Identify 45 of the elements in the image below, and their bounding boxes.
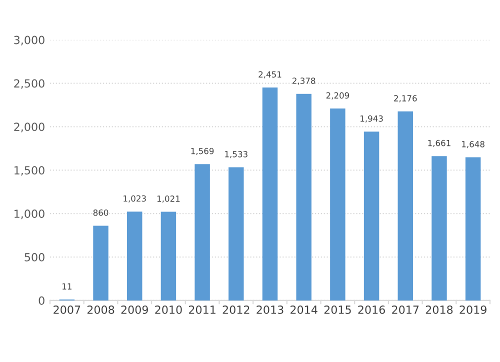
data-label: 1,023: [124, 195, 146, 202]
x-tick-label: 2018: [426, 306, 453, 314]
bar: [160, 212, 176, 300]
y-tick-label: 1,000: [14, 210, 44, 220]
y-tick-label: 500: [24, 252, 44, 262]
bar: [432, 156, 447, 300]
bar: [262, 88, 278, 300]
x-tick-label: 2010: [155, 306, 182, 314]
data-label: 2,451: [258, 71, 282, 78]
y-tick-label: 1,500: [14, 166, 44, 176]
bar: [398, 111, 413, 300]
data-label: 1,569: [191, 148, 214, 156]
x-tick-label: 2015: [324, 306, 351, 314]
y-tick-label: 0: [38, 296, 44, 305]
x-tick-label: 2016: [358, 306, 385, 314]
data-label: 2,378: [292, 78, 316, 85]
bar: [364, 132, 380, 300]
bar: [465, 157, 481, 300]
bar: [296, 94, 312, 300]
x-tick-label: 2013: [256, 306, 284, 314]
bar: [228, 167, 244, 300]
data-label: 11: [62, 283, 72, 290]
y-tick-label: 2,500: [14, 79, 44, 89]
x-tick-label: 2007: [54, 306, 80, 314]
x-tick-label: 2011: [188, 306, 216, 314]
data-label: 1,648: [462, 141, 484, 148]
data-label: 1,943: [360, 115, 383, 123]
data-label: 1,533: [225, 151, 248, 158]
y-tick-label: 3,000: [14, 36, 44, 46]
x-tick-label: 2014: [290, 306, 318, 314]
x-tick-label: 2009: [121, 306, 148, 314]
data-label: 860: [93, 209, 108, 216]
data-label: 2,209: [326, 92, 350, 100]
data-label: 1,021: [157, 196, 180, 203]
x-tick-label: 2012: [222, 306, 250, 314]
x-tick-label: 2017: [392, 306, 419, 314]
x-tick-label: 2008: [87, 306, 114, 314]
bar: [194, 164, 210, 300]
bar: [330, 108, 346, 300]
bar: [93, 226, 108, 300]
data-label: 1,661: [428, 140, 450, 148]
y-tick-label: 2,000: [14, 122, 44, 132]
x-tick-label: 2019: [460, 306, 486, 314]
bar: [127, 212, 142, 300]
data-label: 2,176: [394, 95, 417, 102]
